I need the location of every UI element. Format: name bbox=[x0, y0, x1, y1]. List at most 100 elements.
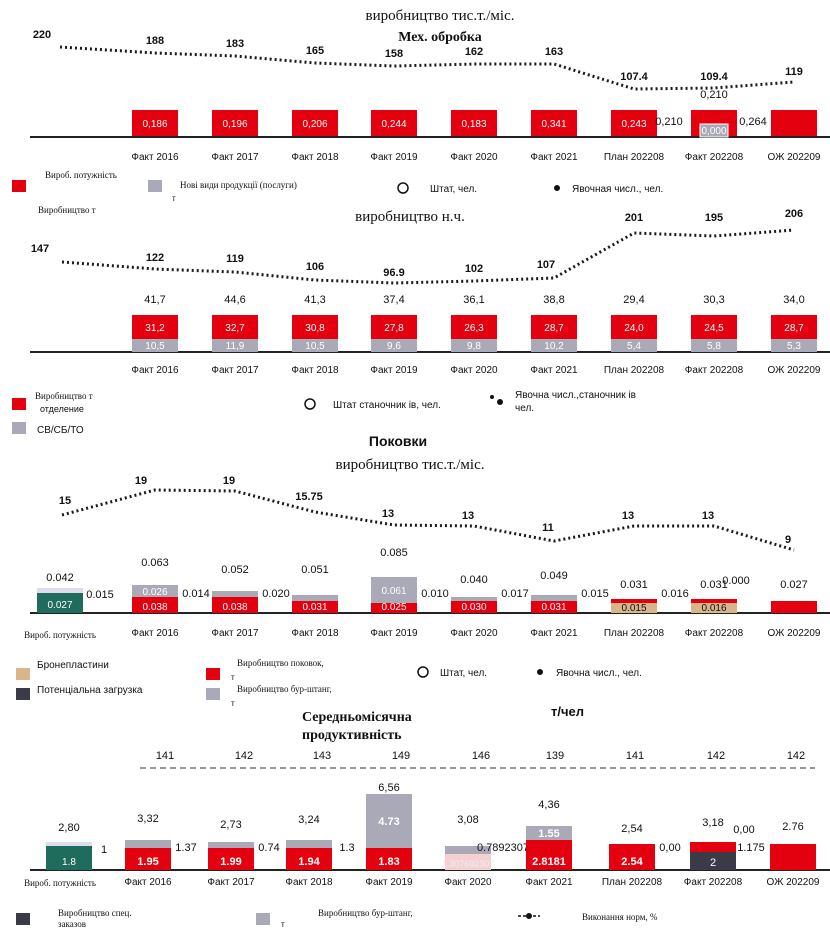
chart2-line-label: 96.9 bbox=[383, 267, 404, 279]
chart2-dotted-line bbox=[61, 228, 795, 285]
chart3-x-tick-label: Факт 2018 bbox=[291, 628, 339, 639]
chart3-total-label: 0.040 bbox=[460, 574, 488, 586]
legend4-special-swatch bbox=[16, 913, 30, 925]
chart4-x-tick-label: Факт 202208 bbox=[684, 877, 743, 888]
chart4-line-label: 142 bbox=[235, 750, 253, 762]
legend-capacity-label: Вироб. потужність bbox=[45, 170, 117, 180]
chart4-bar-gray bbox=[366, 794, 412, 848]
legend3-potential-swatch bbox=[16, 688, 30, 700]
chart2-line-label: 102 bbox=[465, 263, 483, 275]
chart3-total-label: 0.085 bbox=[380, 547, 408, 559]
chart1-line-label: 165 bbox=[306, 45, 324, 57]
chart1-subtitle: Мех. обробка bbox=[398, 30, 482, 45]
chart4-first-bar-gap-label: 1 bbox=[101, 844, 107, 856]
chart4-bar-red bbox=[770, 844, 816, 870]
chart3-first-bar-gap-label: 0.015 bbox=[86, 589, 114, 601]
chart3-heading: Поковки bbox=[369, 433, 427, 449]
chart3-bar-gray bbox=[292, 595, 338, 601]
chart2-red-label: 27,8 bbox=[384, 323, 404, 334]
chart4-line-label: 141 bbox=[156, 750, 174, 762]
chart3-gap-label: 0.017 bbox=[501, 588, 529, 600]
chart2-line-label: 201 bbox=[625, 212, 643, 224]
legend3-potential-label: Потенціальна загрузка bbox=[37, 685, 143, 696]
legend-staff-label: Штат, чел. bbox=[430, 184, 477, 195]
chart4-total-label: 4,36 bbox=[538, 799, 559, 811]
chart3-total-label: 0.063 bbox=[141, 557, 169, 569]
legend-headcount-marker bbox=[554, 185, 560, 191]
chart2-total-label: 30,3 bbox=[703, 294, 724, 306]
chart3-gap-label: 0.016 bbox=[661, 588, 689, 600]
chart4-bar-dark bbox=[690, 852, 736, 870]
chart3-x-tick-label: Факт 2021 bbox=[530, 628, 578, 639]
chart1-line-label: 107.4 bbox=[620, 71, 648, 83]
chart2-red-label: 24,0 bbox=[624, 323, 644, 334]
chart2-red-label: 24,5 bbox=[704, 323, 724, 334]
chart2-gray-label: 5,8 bbox=[707, 341, 721, 352]
chart2-bar-red bbox=[371, 315, 417, 339]
chart4-bar-gray bbox=[208, 842, 254, 848]
chart3-line-label: 19 bbox=[223, 475, 235, 487]
chart2-bar-gray bbox=[531, 339, 577, 352]
chart4-capacity-label: Вироб. потужність bbox=[24, 878, 96, 888]
chart1-bar bbox=[611, 110, 657, 136]
chart3-line-label-start: 15 bbox=[59, 495, 71, 507]
chart4-gap-label: 0.78923076 bbox=[477, 842, 535, 854]
chart4-first-bar-label: 1.8 bbox=[62, 857, 76, 868]
chart4-x-tick-label: Факт 2020 bbox=[444, 877, 492, 888]
chart2-x-tick-label: Факт 2021 bbox=[530, 365, 578, 376]
chart1-title: виробництво тис.т./міс. bbox=[365, 8, 514, 24]
chart4-title: Середньомісячна продуктивність bbox=[302, 710, 412, 743]
chart3-tan-label: 0.016 bbox=[701, 603, 726, 614]
chart4-bar-red bbox=[125, 848, 171, 870]
chart1-bar-label: 0,243 bbox=[621, 119, 646, 130]
chart1-x-tick-label: Факт 2016 bbox=[131, 152, 179, 163]
chart3-bar-red bbox=[771, 601, 817, 613]
chart2-total-label: 38,8 bbox=[543, 294, 564, 306]
chart3-x-tick-label: Факт 2016 bbox=[131, 628, 179, 639]
chart3-bar-gray bbox=[371, 577, 417, 603]
chart4-total-label: 3,32 bbox=[137, 813, 158, 825]
chart2-total-label: 37,4 bbox=[383, 294, 404, 306]
chart2-gray-label: 9,8 bbox=[467, 341, 481, 352]
chart3-bar-red bbox=[611, 599, 657, 603]
chart1-bar-gray bbox=[699, 123, 729, 138]
chart2-red-label: 28,7 bbox=[784, 323, 804, 334]
chart4-total-label: 3,24 bbox=[298, 814, 319, 826]
chart3-bar-gray bbox=[531, 595, 577, 601]
chart1-x-tick-label: Факт 2020 bbox=[450, 152, 498, 163]
chart2-total-label: 44,6 bbox=[224, 294, 245, 306]
chart3-bar-red bbox=[132, 597, 178, 613]
chart4-red-label: 1.99 bbox=[220, 856, 241, 868]
chart4-x-tick-label: План 202208 bbox=[602, 877, 663, 888]
chart1-bar bbox=[451, 110, 497, 136]
legend-new-products-unit: т bbox=[172, 194, 176, 203]
chart2-x-tick-label: Факт 2019 bbox=[370, 365, 418, 376]
chart3-x-tick-label: ОЖ 202209 bbox=[768, 628, 821, 639]
legend2-headcount-marker bbox=[490, 395, 494, 399]
legend-new-products-label: Нові види продукції (послуги) bbox=[180, 180, 297, 190]
chart3-x-tick-label: Факт 2019 bbox=[370, 628, 418, 639]
chart4-total-label: 2.76 bbox=[782, 821, 803, 833]
chart1-extra-label: 0,210 bbox=[700, 89, 728, 101]
chart4-bar-red bbox=[609, 844, 655, 870]
chart4-total-label: 6,56 bbox=[378, 782, 399, 794]
chart1-bar-label: 0,206 bbox=[302, 119, 327, 130]
chart2-line-label-start: 147 bbox=[31, 243, 49, 255]
chart2-bar-red bbox=[771, 315, 817, 339]
chart1-line-label: 188 bbox=[146, 35, 164, 47]
chart4-x-tick-label: Факт 2019 bbox=[365, 877, 413, 888]
chart3-total-label: 0.049 bbox=[540, 570, 568, 582]
chart4-first-bar bbox=[46, 846, 92, 870]
chart1-bar-label: 0,341 bbox=[541, 119, 566, 130]
chart2-total-label: 36,1 bbox=[463, 294, 484, 306]
chart2-bar-gray bbox=[691, 339, 737, 352]
chart3-line-label: 13 bbox=[382, 508, 394, 520]
chart4-first-bar-gap bbox=[46, 842, 92, 846]
legend-capacity-swatch bbox=[12, 180, 26, 192]
chart4-line-label: 149 bbox=[392, 750, 410, 762]
legend-production-label: Виробництво т bbox=[38, 205, 96, 215]
legend4-drill-unit: т bbox=[281, 920, 285, 928]
legend3-drill-unit: т bbox=[231, 699, 235, 708]
chart1-x-tick-label: Факт 2019 bbox=[370, 152, 418, 163]
chart2-bar-red bbox=[292, 315, 338, 339]
